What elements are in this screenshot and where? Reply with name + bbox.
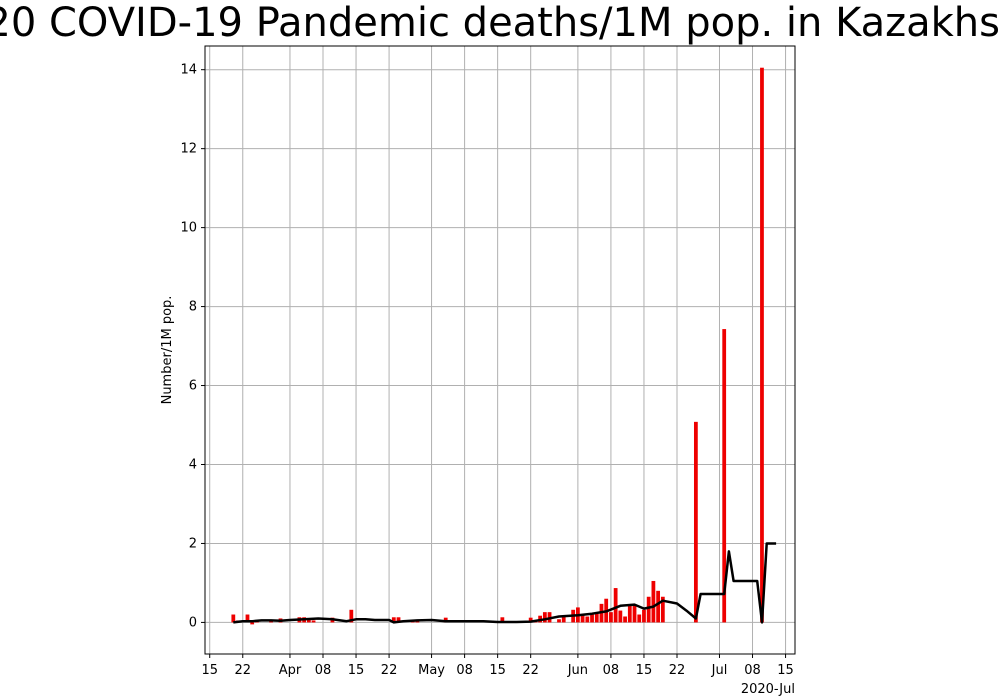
bar (311, 620, 316, 623)
bar (349, 609, 354, 623)
bar (609, 612, 613, 623)
bar (627, 605, 632, 623)
chart-title: 2020 COVID-19 Pandemic deaths/1M pop. in… (0, 0, 1000, 46)
x-tick-label: 08 (744, 663, 761, 678)
bar (623, 616, 627, 623)
bar (528, 617, 533, 623)
average-line (233, 542, 777, 624)
x-tick-label: 15 (489, 663, 506, 678)
x-tick-label: 15 (348, 663, 365, 678)
x-tick-label: May (418, 663, 445, 678)
x-tick-label: 08 (315, 663, 332, 678)
bar (642, 609, 646, 623)
x-tick-label: 15 (777, 663, 794, 678)
bar (561, 616, 566, 623)
bar (693, 421, 698, 623)
x-tick-label: 22 (381, 663, 398, 678)
bar (656, 590, 661, 623)
x-tick-label: 15 (636, 663, 653, 678)
y-tick-label: 4 (189, 457, 197, 472)
bar (306, 618, 311, 623)
x-tick-label: 22 (522, 663, 539, 678)
y-axis-label: Number/1M pop. (160, 296, 175, 405)
bar (557, 619, 561, 623)
y-tick-label: 8 (189, 300, 197, 315)
x-tick-label: 22 (669, 663, 686, 678)
bar (637, 614, 642, 623)
bar (651, 580, 656, 623)
bar (542, 612, 547, 623)
bar (722, 329, 727, 623)
x-tick-label: 08 (603, 663, 620, 678)
y-tick-label: 10 (180, 221, 197, 236)
bar (500, 617, 505, 623)
x-tick-label: 08 (456, 663, 473, 678)
bar (632, 605, 637, 623)
bar (396, 617, 401, 623)
y-tick-label: 6 (189, 379, 197, 394)
y-tick-label: 12 (180, 142, 197, 157)
x-tick-label: 15 (201, 663, 218, 678)
grid-lines (205, 46, 795, 654)
y-tick-label: 14 (180, 63, 197, 78)
x-tick-label: Jun (567, 663, 588, 678)
bar (590, 614, 594, 623)
x-tick-label: 22 (234, 663, 251, 678)
bar (660, 596, 665, 623)
bar (618, 610, 623, 623)
average-line-series (233, 542, 777, 624)
plot-area (204, 45, 796, 655)
bar (760, 67, 764, 623)
bar (585, 616, 590, 623)
y-tick-label: 2 (189, 536, 197, 551)
y-axis: 0 2 4 6 8 10 12 14 (180, 63, 205, 630)
x-axis: 15 22 Apr 08 15 22 May 08 15 22 Jun 08 15 22 Jul 08 15 (201, 654, 794, 678)
bar (250, 622, 255, 625)
x-tick-label: Jul (711, 663, 728, 678)
bar (391, 617, 396, 623)
y-tick-label: 0 (189, 615, 197, 630)
x-axis-offset-label: 2020-Jul (741, 682, 795, 697)
bar (580, 614, 585, 623)
bar (646, 596, 651, 623)
x-tick-label: Apr (279, 663, 302, 678)
bar (613, 588, 618, 623)
bar (231, 614, 236, 623)
bar (245, 614, 250, 623)
bar (594, 612, 599, 623)
